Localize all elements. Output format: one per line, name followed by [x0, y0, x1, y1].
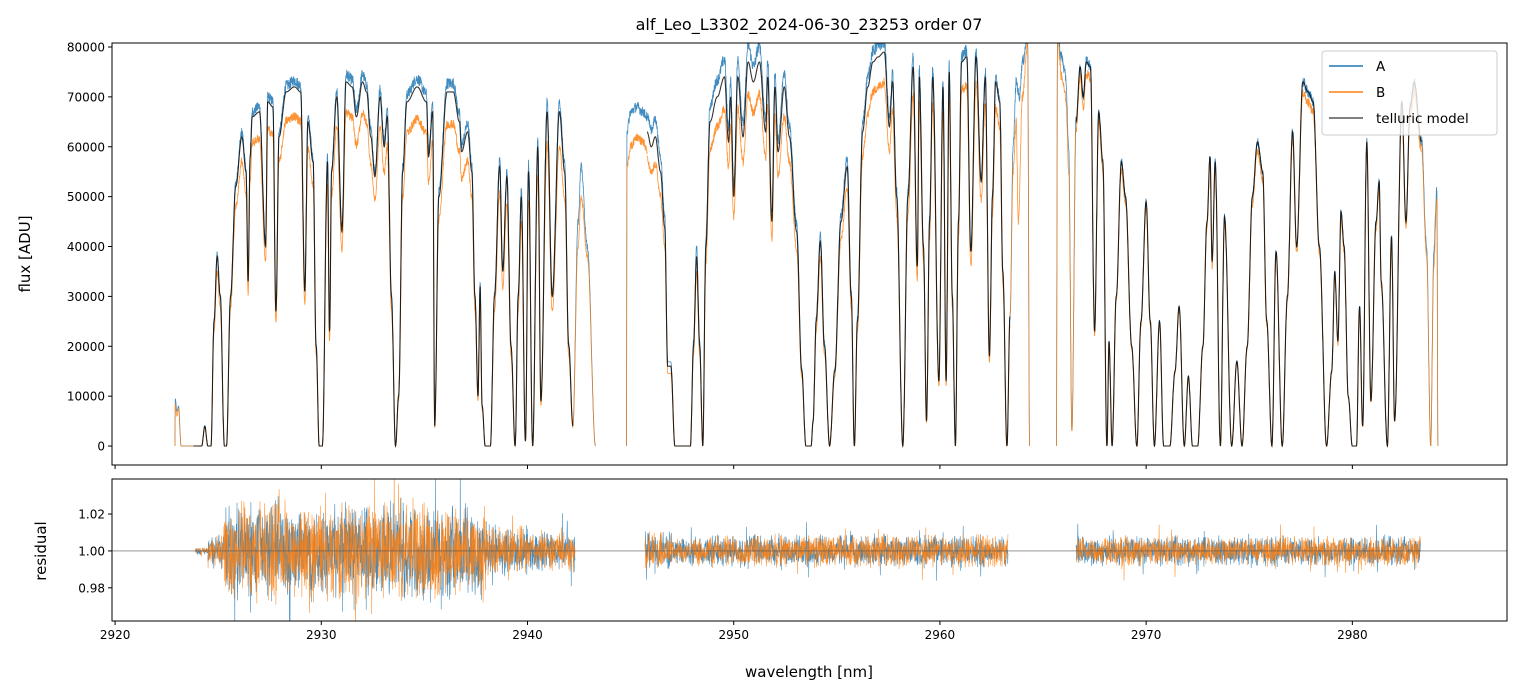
flux-y-tick-label: 40000 — [67, 240, 105, 254]
flux-y-tick-label: 50000 — [67, 190, 105, 204]
residual-y-tick-label: 1.00 — [78, 544, 105, 558]
flux-y-tick-label: 30000 — [67, 290, 105, 304]
series-b-line — [626, 133, 648, 447]
x-tick-label: 2920 — [100, 628, 131, 642]
series-a-line — [174, 398, 194, 447]
x-tick-label: 2980 — [1337, 628, 1368, 642]
series-a-line — [646, 43, 1011, 447]
flux-axes: 0 10000 20000 30000 40000 50000 60000 70000 8000… — [67, 40, 1508, 469]
x-tick-label: 2930 — [306, 628, 337, 642]
x-tick-label: 2940 — [512, 628, 543, 642]
x-tick-label: 2960 — [925, 628, 956, 642]
telluric-model-line — [1075, 61, 1422, 448]
series-b-line — [1421, 143, 1439, 447]
residual-axes-frame — [111, 478, 1508, 622]
flux-y-tick-label: 80000 — [67, 40, 105, 54]
series-a-line — [1009, 43, 1030, 447]
flux-y-tick-label: 20000 — [67, 340, 105, 354]
series-b-line — [174, 403, 194, 447]
residual-y-tick-label: 1.02 — [78, 508, 105, 522]
chart-title: alf_Leo_L3302_2024-06-30_23253 order 07 — [636, 15, 983, 35]
flux-y-tick-label: 0 — [97, 440, 105, 454]
legend-label-model: telluric model — [1376, 111, 1469, 127]
series-b-line — [1009, 43, 1030, 447]
flux-axes-frame — [111, 42, 1508, 466]
legend: A B telluric model — [1321, 50, 1498, 136]
flux-y-label: flux [ADU] — [16, 215, 34, 292]
flux-y-tick-label: 60000 — [67, 140, 105, 154]
residual-y-label: residual — [32, 521, 50, 580]
x-tick-label: 2970 — [1131, 628, 1162, 642]
x-axis-label: wavelength [nm] — [745, 663, 873, 681]
series-a-line — [626, 101, 648, 447]
telluric-model-line — [193, 81, 574, 448]
residual-y-tick-label: 0.98 — [78, 581, 105, 595]
residual-axes: 2920 2930 2940 2950 2960 2970 2980 0.98 1.00 1.02 — [78, 478, 1508, 642]
telluric-model-line — [646, 51, 1011, 449]
series-b-line — [572, 194, 596, 447]
legend-box — [1321, 50, 1498, 136]
legend-label-b: B — [1376, 85, 1385, 101]
series-b-line — [1056, 43, 1077, 447]
flux-y-tick-label: 70000 — [67, 90, 105, 104]
flux-y-tick-label: 10000 — [67, 390, 105, 404]
legend-label-a: A — [1376, 59, 1386, 75]
x-tick-label: 2950 — [718, 628, 749, 642]
residual-b-line — [195, 479, 1421, 621]
